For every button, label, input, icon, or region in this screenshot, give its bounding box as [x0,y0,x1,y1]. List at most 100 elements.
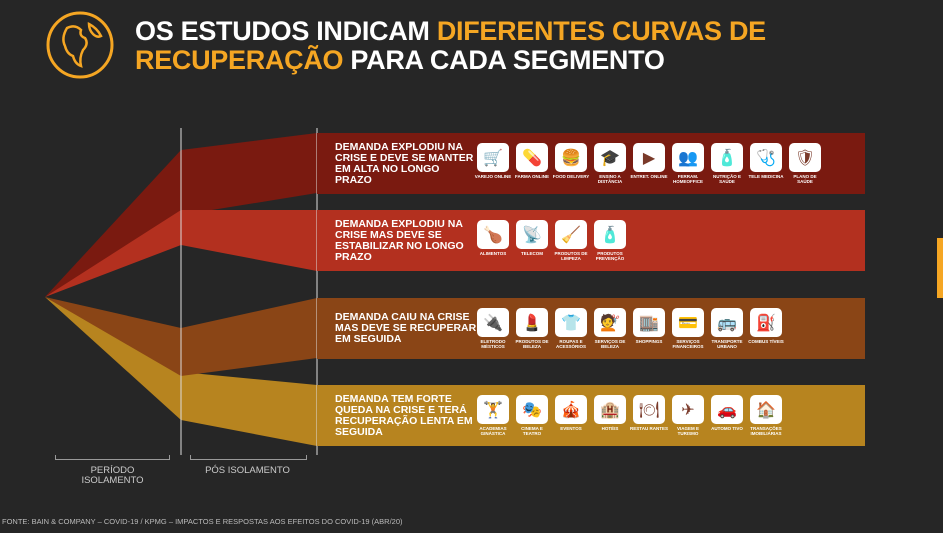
segment-label: Automo Tivo [711,426,743,431]
band-caiu-recuperar: Demanda caiu na crise mas deve se recupe… [317,298,865,359]
segment-icon: 🧴 [711,143,743,172]
segment-label: Eletrodo Mésticos [480,339,506,349]
segment-icon: ✈ [672,395,704,424]
band-text: Demanda explodiu na crise mas deve se es… [335,217,464,263]
segment-icon-item: 💇 Serviços de Beleza [594,308,626,349]
segment-icon: 🎓 [594,143,626,172]
band-explodiu-estabilizar: Demanda explodiu na crise mas deve se es… [317,210,865,271]
segment-icon-item: 🍗 Alimentos [477,220,509,261]
segment-icon-item: 💊 Farma Online [515,143,549,184]
segment-icon: 🏨 [594,395,626,424]
segment-label: Transporte Urbano [711,339,743,349]
page-title: OS ESTUDOS INDICAM DIFERENTES CURVAS DE … [135,16,766,75]
fan-band-4 [45,297,317,446]
segment-icon-item: 📡 Telecom [516,220,548,261]
segment-icon-item: 🏠 Transações Imobiliárias [750,395,782,436]
source-note: FONTE: BAIN & COMPANY – COVID-19 / KPMG … [2,517,403,526]
segment-icon-item: 🧴 Produtos Prevenção [594,220,626,261]
segment-icon-item: 🛡 Plano de Saúde [789,143,821,184]
segment-icon: 🧴 [594,220,626,249]
segment-icon: 🎭 [516,395,548,424]
segment-icon: 👥 [672,143,704,172]
segment-icon: 🍔 [555,143,587,172]
segment-icon-item: 💄 Produtos de Beleza [516,308,548,349]
segment-label: Serviços de Beleza [594,339,626,349]
segment-icon-item: ✈ Viagem e Turismo [672,395,704,436]
segment-label: Roupas e Acessórios [555,339,586,349]
segment-icon: 🚗 [711,395,743,424]
bracket-pos [190,455,307,460]
segment-icon-item: 🍔 Food Delivery [553,143,589,184]
segment-icon: 🏠 [750,395,782,424]
segment-icon: 🏬 [633,308,665,337]
band-text: Demanda tem forte queda na crise e terá … [335,392,473,438]
segment-icon-item: 🧹 Produtos de Limpeza [555,220,587,261]
segment-icon-item: 🧴 Nutrição e Saúde [711,143,743,184]
segment-icon: 🏋 [477,395,509,424]
segment-label: Transações Imobiliárias [750,426,782,436]
segment-icon-item: 🏋 Academias Ginástica [477,395,509,436]
fan-band-2 [45,210,317,297]
segment-icon: 💄 [516,308,548,337]
segment-icon-item: 🏨 Hotéis [594,395,626,436]
segment-label: Eventos [560,426,582,431]
segment-label: Farma Online [514,174,550,179]
segment-icon-item: 🛒 Varejo Online [475,143,511,184]
segment-icon: ⛽ [750,308,782,337]
segment-icon: 🍗 [477,220,509,249]
segment-icon-item: 🚌 Transporte Urbano [711,308,743,349]
segment-label: Produtos de Beleza [515,339,549,349]
segment-icon: 💳 [672,308,704,337]
segment-icon: 🧹 [555,220,587,249]
segment-icon: 🚌 [711,308,743,337]
band-text: Demanda caiu na crise mas deve se recupe… [335,311,477,345]
segment-icon: 🛡 [789,143,821,172]
segment-icon-item: ▶ Entret. Online [630,143,668,184]
segment-label: Alimentos [479,251,507,256]
segment-icon: 🩺 [750,143,782,172]
segment-label: Ferram. Homeoffice [673,174,703,184]
segment-icon: 📡 [516,220,548,249]
label-pos-isolamento: PÓS ISOLAMENTO [205,465,290,476]
segment-label: Restau Rantes [630,426,668,431]
segment-icon-item: 🩺 Tele Medicina [748,143,784,184]
globe-icon [46,11,114,79]
segment-icon-item: 🍽 Restau Rantes [630,395,668,436]
segment-label: Entret. Online [630,174,668,179]
label-periodo-isolamento: PERÍODO ISOLAMENTO [81,465,144,486]
segment-label: Serviços Financeiros [672,339,704,349]
band-text: Demanda explodiu na crise e deve se mant… [335,140,474,186]
side-tab[interactable] [937,238,943,298]
segment-label: Academias Ginástica [479,426,507,436]
segment-icon-item: 🏬 Shoppings [633,308,665,349]
segment-icon-item: 🔌 Eletrodo Mésticos [477,308,509,349]
segment-label: Plano de Saúde [793,174,817,184]
bracket-isolamento [55,455,170,460]
segment-label: Combus Tíveis [748,339,784,344]
segment-icon: 🔌 [477,308,509,337]
segment-icon-item: 🚗 Automo Tivo [711,395,743,436]
band-queda-lenta: Demanda tem forte queda na crise e terá … [317,385,865,446]
segment-icon-item: 🎓 Ensino a Distância [594,143,626,184]
segment-label: Viagem e Turismo [676,426,699,436]
band-explodiu-alta: Demanda explodiu na crise e deve se mant… [317,133,865,194]
segment-icon: 🛒 [477,143,509,172]
segment-icon-item: 👥 Ferram. Homeoffice [672,143,704,184]
segment-label: Ensino a Distância [597,174,623,184]
segment-icon: 🍽 [633,395,665,424]
segment-label: Shoppings [635,339,663,344]
segment-icon-item: ⛽ Combus Tíveis [748,308,784,349]
segment-icon: ▶ [633,143,665,172]
segment-label: Produtos de Limpeza [554,251,588,261]
segment-icon: 💇 [594,308,626,337]
segment-label: Produtos Prevenção [595,251,625,261]
segment-label: Food Delivery [552,174,590,179]
segment-label: Tele Medicina [748,174,784,179]
segment-icon: 🎪 [555,395,587,424]
segment-icon: 👕 [555,308,587,337]
segment-icon-item: 🎪 Eventos [555,395,587,436]
segment-label: Varejo Online [474,174,512,179]
segment-icon-item: 🎭 Cinema e Teatro [516,395,548,436]
segment-icon-item: 💳 Serviços Financeiros [672,308,704,349]
